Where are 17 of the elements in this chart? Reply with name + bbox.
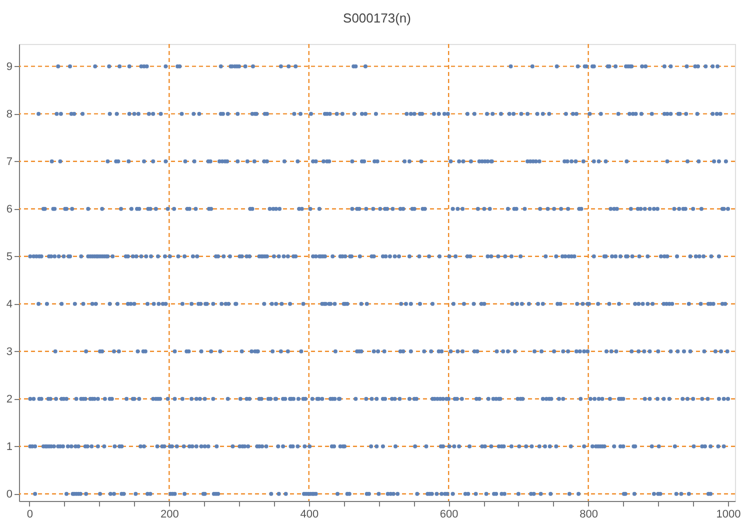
- x-tick-label: 400: [300, 508, 319, 520]
- y-tick-label: 0: [6, 488, 12, 500]
- y-tick-label: 9: [6, 60, 12, 73]
- x-tick-label: 800: [580, 508, 598, 520]
- chart-title: S000173(n): [343, 10, 411, 26]
- y-tick-label: 7: [6, 156, 12, 168]
- x-tick-label: 600: [440, 508, 458, 520]
- y-tick-label: 4: [6, 298, 12, 310]
- y-tick-label: 2: [6, 393, 12, 406]
- x-tick-label: 0: [26, 508, 34, 520]
- x-tick-label: 1000: [716, 508, 741, 520]
- y-tick-label: 5: [6, 250, 12, 263]
- x-tick-label: 200: [160, 508, 179, 520]
- y-tick-label: 1: [6, 440, 12, 453]
- y-tick-label: 8: [6, 108, 12, 120]
- y-tick-label: 3: [6, 346, 12, 358]
- y-tick-label: 6: [6, 203, 12, 216]
